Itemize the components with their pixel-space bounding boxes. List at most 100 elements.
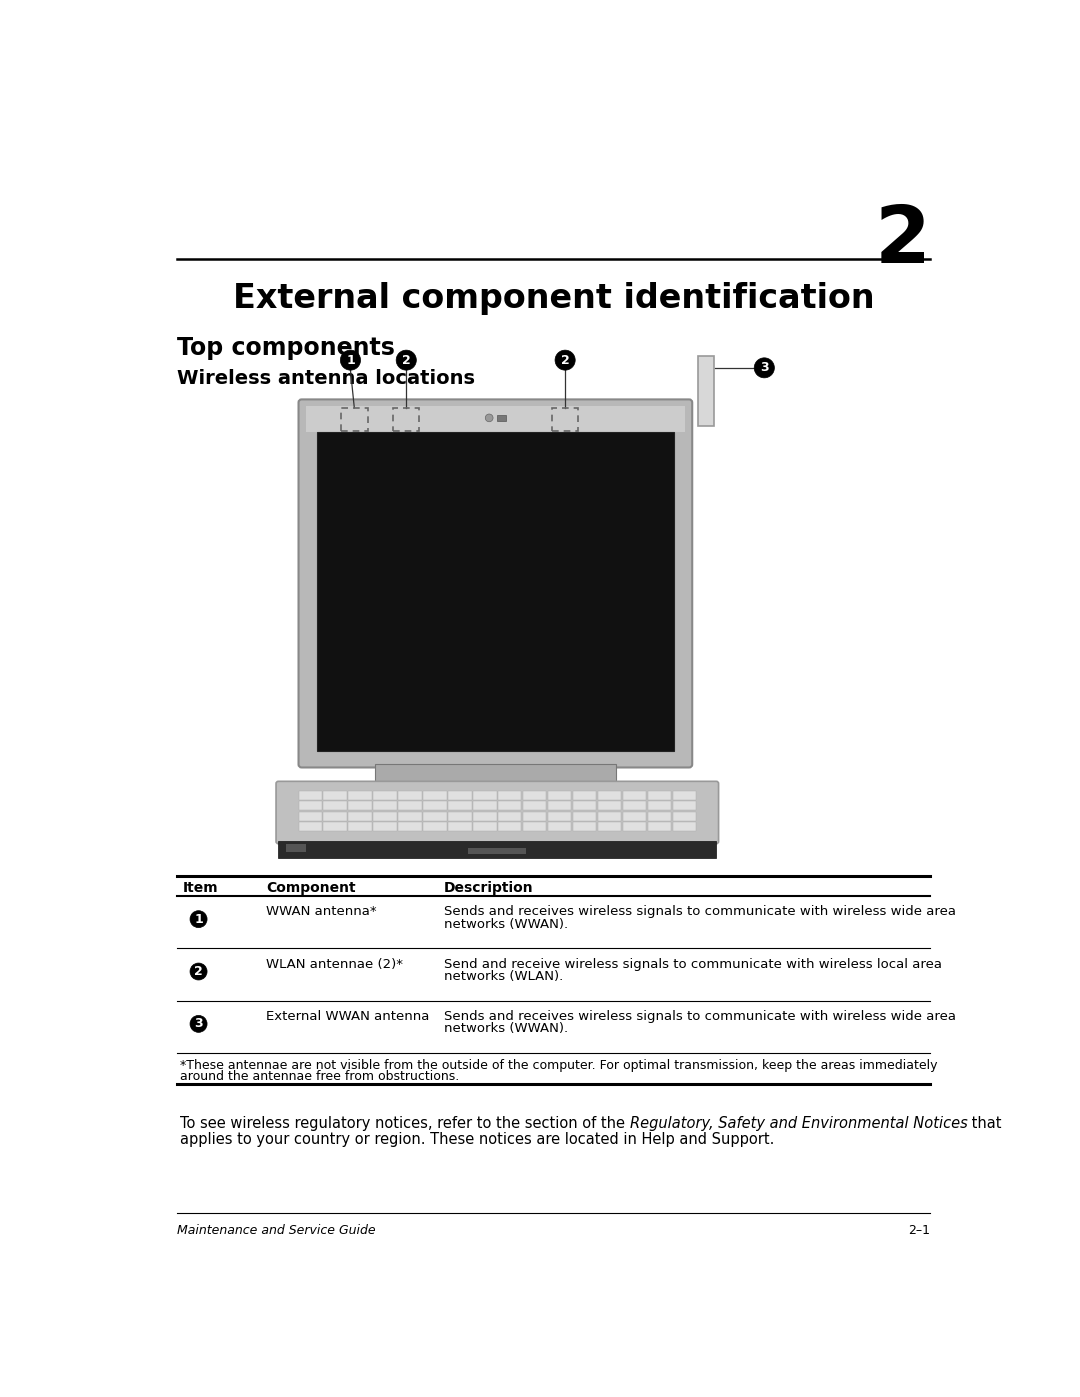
- Bar: [648, 812, 671, 821]
- Bar: [423, 812, 447, 821]
- Text: around the antennae free from obstructions.: around the antennae free from obstructio…: [180, 1070, 459, 1083]
- Bar: [473, 800, 497, 810]
- Bar: [598, 812, 621, 821]
- Circle shape: [485, 414, 494, 422]
- Bar: [349, 812, 372, 821]
- Text: Send and receive wireless signals to communicate with wireless local area: Send and receive wireless signals to com…: [444, 958, 942, 971]
- Bar: [548, 812, 571, 821]
- Bar: [324, 800, 347, 810]
- Bar: [448, 791, 472, 799]
- Text: Description: Description: [444, 880, 534, 894]
- Text: Sends and receives wireless signals to communicate with wireless wide area: Sends and receives wireless signals to c…: [444, 1010, 956, 1023]
- Bar: [497, 415, 507, 420]
- Text: Item: Item: [183, 880, 218, 894]
- Text: External component identification: External component identification: [232, 282, 875, 314]
- Circle shape: [555, 351, 576, 370]
- Text: networks (WLAN).: networks (WLAN).: [444, 970, 564, 983]
- Bar: [498, 791, 522, 799]
- Text: 2: 2: [194, 965, 203, 978]
- Bar: [374, 823, 396, 831]
- Bar: [298, 791, 322, 799]
- Text: 2: 2: [561, 353, 569, 366]
- Bar: [548, 791, 571, 799]
- Circle shape: [190, 1016, 207, 1032]
- Bar: [473, 812, 497, 821]
- FancyBboxPatch shape: [298, 400, 692, 767]
- Bar: [375, 764, 616, 784]
- Text: Regulatory, Safety and Environmental Notices: Regulatory, Safety and Environmental Not…: [630, 1116, 968, 1132]
- Bar: [648, 823, 671, 831]
- Bar: [673, 800, 697, 810]
- Text: External WWAN antenna: External WWAN antenna: [266, 1010, 430, 1023]
- Bar: [473, 791, 497, 799]
- Bar: [572, 800, 596, 810]
- Bar: [349, 800, 372, 810]
- Text: 1: 1: [346, 353, 355, 366]
- Text: Sends and receives wireless signals to communicate with wireless wide area: Sends and receives wireless signals to c…: [444, 905, 956, 918]
- Text: 3: 3: [194, 1017, 203, 1031]
- Bar: [498, 823, 522, 831]
- Bar: [598, 800, 621, 810]
- Bar: [523, 791, 546, 799]
- Text: 3: 3: [760, 362, 769, 374]
- Bar: [349, 823, 372, 831]
- Text: Maintenance and Service Guide: Maintenance and Service Guide: [177, 1224, 376, 1238]
- Text: WWAN antenna*: WWAN antenna*: [266, 905, 377, 918]
- Text: 2–1: 2–1: [908, 1224, 930, 1238]
- Bar: [341, 408, 367, 432]
- Text: networks (WWAN).: networks (WWAN).: [444, 918, 568, 930]
- Bar: [648, 791, 671, 799]
- Circle shape: [396, 351, 416, 370]
- Text: *These antennae are not visible from the outside of the computer. For optimal tr: *These antennae are not visible from the…: [180, 1059, 937, 1073]
- Bar: [399, 800, 421, 810]
- Text: Component: Component: [266, 880, 355, 894]
- Text: WLAN antennae (2)*: WLAN antennae (2)*: [266, 958, 403, 971]
- Bar: [623, 791, 646, 799]
- Bar: [623, 800, 646, 810]
- Bar: [298, 823, 322, 831]
- Bar: [423, 791, 447, 799]
- Bar: [469, 848, 526, 854]
- Text: To see wireless regulatory notices, refer to the section of the: To see wireless regulatory notices, refe…: [180, 1116, 630, 1132]
- Bar: [548, 800, 571, 810]
- Bar: [374, 812, 396, 821]
- Bar: [423, 823, 447, 831]
- Bar: [523, 823, 546, 831]
- Bar: [393, 408, 419, 432]
- Bar: [673, 812, 697, 821]
- Text: that: that: [968, 1116, 1002, 1132]
- Bar: [349, 791, 372, 799]
- Bar: [572, 823, 596, 831]
- Text: Top components: Top components: [177, 335, 394, 359]
- Bar: [399, 823, 421, 831]
- Bar: [448, 812, 472, 821]
- Bar: [324, 791, 347, 799]
- Bar: [324, 823, 347, 831]
- Bar: [523, 800, 546, 810]
- Bar: [523, 812, 546, 821]
- FancyBboxPatch shape: [276, 781, 718, 844]
- Text: 2: 2: [874, 203, 930, 281]
- Bar: [552, 408, 578, 432]
- Bar: [423, 800, 447, 810]
- Bar: [374, 800, 396, 810]
- Bar: [448, 800, 472, 810]
- Text: networks (WWAN).: networks (WWAN).: [444, 1023, 568, 1035]
- Text: Wireless antenna locations: Wireless antenna locations: [177, 369, 475, 388]
- Bar: [548, 823, 571, 831]
- Text: applies to your country or region. These notices are located in Help and Support: applies to your country or region. These…: [180, 1132, 774, 1147]
- Bar: [324, 812, 347, 821]
- Bar: [448, 823, 472, 831]
- Bar: [473, 823, 497, 831]
- Bar: [286, 844, 306, 852]
- Bar: [699, 356, 714, 426]
- Bar: [298, 812, 322, 821]
- Bar: [623, 823, 646, 831]
- Circle shape: [190, 963, 207, 979]
- Bar: [298, 800, 322, 810]
- Circle shape: [340, 351, 361, 370]
- Bar: [673, 791, 697, 799]
- Bar: [279, 841, 716, 858]
- Bar: [399, 812, 421, 821]
- Bar: [306, 407, 685, 432]
